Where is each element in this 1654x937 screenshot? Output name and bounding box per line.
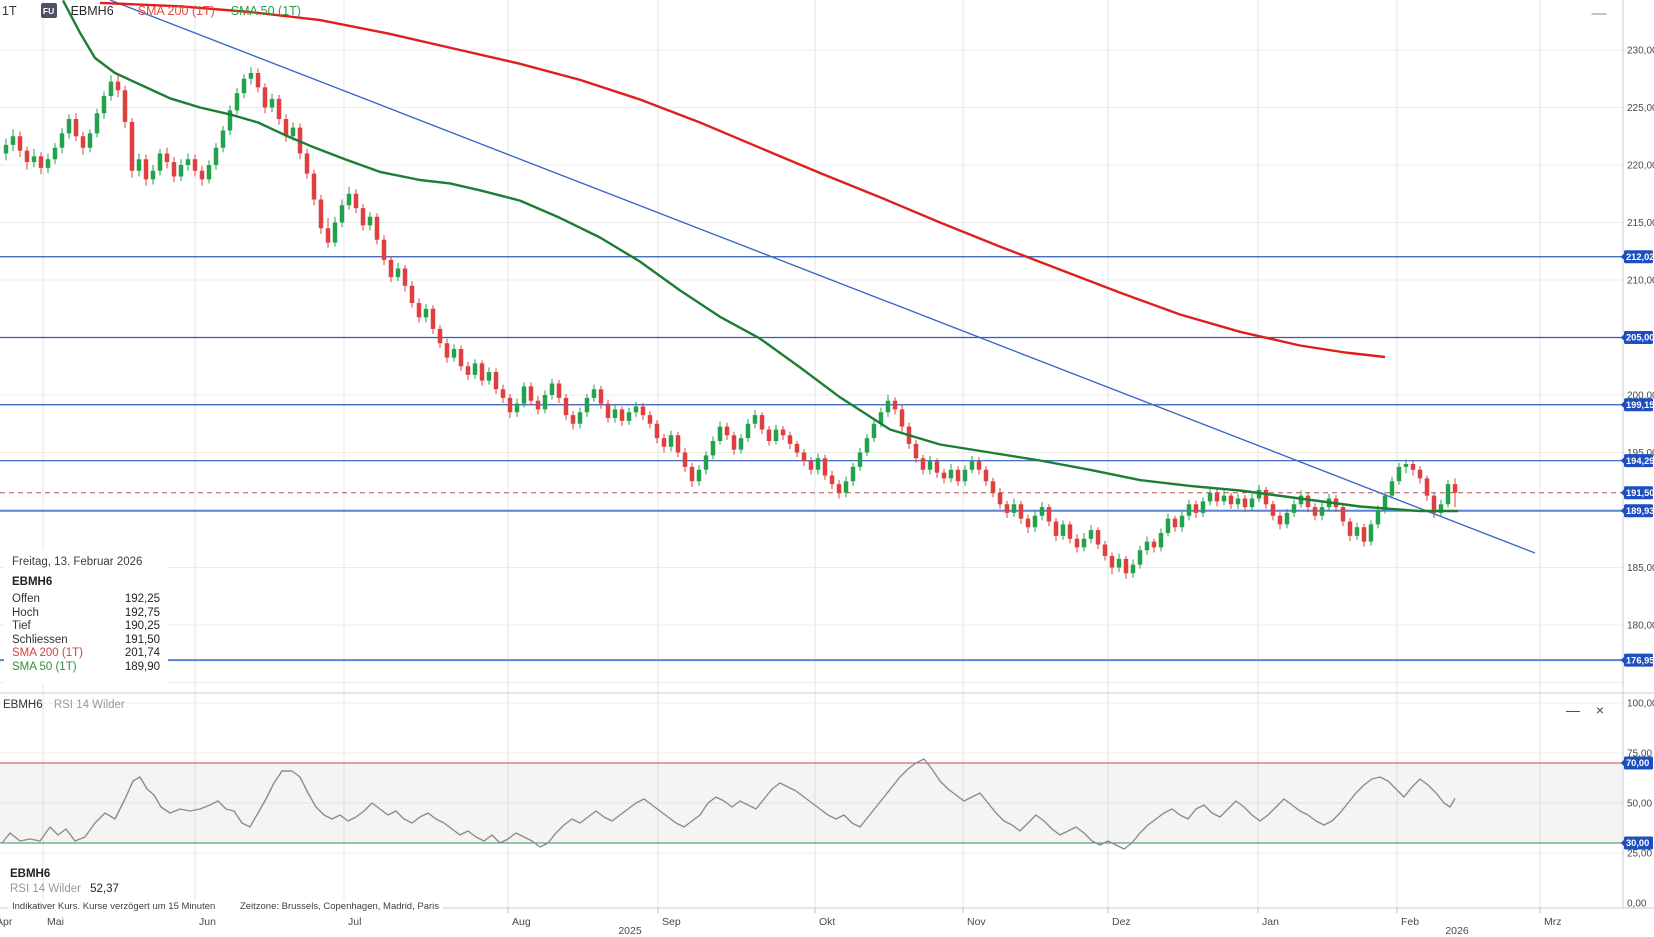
svg-text:75,00: 75,00	[1627, 749, 1652, 760]
month-label-Apr: Apr	[0, 916, 13, 928]
rsi-footer-value: 52,37	[90, 883, 119, 895]
rsi-footer-indicator: RSI 14 Wilder	[10, 883, 81, 895]
rsi-gridlines	[0, 702, 1623, 854]
delayed-quotes-note: Indikativer Kurs. Kurse verzögert um 15 …	[12, 901, 216, 912]
month-gridlines	[42, 0, 1541, 913]
level-label-199,15: 199,15	[1620, 398, 1654, 412]
price-axis[interactable]: 230,00 225,00 220,00 215,00 210,00 200,00 195,…	[1627, 46, 1654, 910]
tooltip-date: Freitag, 13. Februar 2026	[12, 556, 143, 568]
month-label-Mrz: Mrz	[1544, 916, 1562, 928]
svg-text:30,00: 30,00	[1626, 838, 1649, 848]
svg-text:200,00: 200,00	[1627, 391, 1654, 402]
rsi-panel-buttons: — ×	[1564, 701, 1609, 719]
svg-text:189,93: 189,93	[1626, 506, 1654, 516]
tooltip-row-sma-50-1t-: SMA 50 (1T) 189,90	[12, 660, 160, 673]
svg-text:176,95: 176,95	[1626, 655, 1654, 665]
svg-text:185,00: 185,00	[1627, 563, 1654, 574]
ohlc-tooltip: Freitag, 13. Februar 2026 EBMH6 Offen 192…	[4, 550, 168, 683]
month-label-Jul: Jul	[348, 916, 361, 928]
rsi-header-indicator[interactable]: RSI 14 Wilder	[53, 699, 125, 711]
month-label-Mai: Mai	[47, 916, 64, 928]
month-label-Jun: Jun	[199, 916, 216, 928]
current-price-label: 191,50	[1620, 486, 1654, 500]
level-label-212,02: 212,02	[1620, 250, 1654, 264]
tooltip-row-offen: Offen 192,25	[12, 593, 160, 605]
collapse-chart-button[interactable]: —	[1591, 5, 1607, 22]
svg-text:70,00: 70,00	[1626, 758, 1649, 768]
sma-200	[99, 1, 1386, 359]
level-label-205,00: 205,00	[1620, 331, 1654, 344]
rsi-header-symbol: EBMH6	[3, 699, 43, 711]
year-label-2026: 2026	[1445, 925, 1469, 937]
trendline	[109, 0, 1536, 554]
month-label-Feb: Feb	[1401, 916, 1419, 928]
sma-50-line[interactable]	[61, 0, 1458, 513]
tooltip-row-tief: Tief 190,25	[12, 620, 160, 633]
axis-label-boxes: 212,02 205,00 199,15 194,29 189,93 176,95 191,…	[1620, 250, 1654, 850]
symbol-label[interactable]: EBMH6	[70, 3, 114, 18]
svg-text:50,00: 50,00	[1627, 799, 1652, 810]
sma-200-line[interactable]	[99, 1, 1386, 359]
data-disclaimer: Indikativer Kurs. Kurse verzögert um 15 …	[8, 900, 444, 913]
svg-text:191,50: 191,50	[1626, 488, 1654, 498]
instrument-type-badge: FU	[40, 3, 57, 18]
level-label-176,95: 176,95	[1620, 653, 1654, 667]
descending-trendline[interactable]	[109, 0, 1536, 554]
tooltip-symbol: EBMH6	[12, 576, 53, 588]
svg-text:100,00: 100,00	[1627, 699, 1654, 710]
rsi-overbought-label: 70,00	[1620, 756, 1653, 770]
svg-text:25,00: 25,00	[1627, 849, 1652, 860]
rsi-line[interactable]	[1, 758, 1456, 850]
rsi-panel-header: EBMH6 RSI 14 Wilder	[3, 699, 125, 711]
rsi-footer: EBMH6 RSI 14 Wilder 52,37	[10, 868, 119, 895]
chart-legend: 1T FU EBMH6 SMA 200 (1T) SMA 50 (1T)	[2, 3, 301, 18]
svg-text:180,00: 180,00	[1627, 621, 1654, 632]
rsi-footer-symbol: EBMH6	[10, 868, 51, 880]
svg-text:220,00: 220,00	[1627, 161, 1654, 172]
tooltip-row-schliessen: Schliessen 191,50	[12, 633, 160, 646]
month-label-Okt: Okt	[819, 916, 835, 928]
svg-text:212,02: 212,02	[1626, 252, 1654, 262]
level-label-189,93: 189,93	[1620, 504, 1654, 518]
sma-50	[61, 0, 1458, 513]
sma200-legend-label[interactable]: SMA 200 (1T)	[137, 3, 215, 18]
rsi-oversold-label: 30,00	[1620, 836, 1653, 850]
year-label-2025: 2025	[618, 925, 642, 937]
svg-text:225,00: 225,00	[1627, 103, 1654, 114]
candlesticks[interactable]	[3, 67, 1458, 579]
month-label-Nov: Nov	[967, 916, 986, 928]
svg-text:195,00: 195,00	[1627, 448, 1654, 459]
month-label-Aug: Aug	[512, 916, 531, 928]
svg-text:205,00: 205,00	[1626, 333, 1654, 343]
close-rsi-button[interactable]: ×	[1595, 702, 1605, 718]
svg-text:199,15: 199,15	[1626, 400, 1654, 410]
month-label-Dez: Dez	[1112, 916, 1131, 928]
level-label-194,29: 194,29	[1620, 454, 1654, 468]
timezone-note: Zeitzone: Brussels, Copenhagen, Madrid, …	[239, 901, 440, 912]
price-gridlines	[0, 49, 1623, 683]
collapse-rsi-button[interactable]: —	[1566, 702, 1580, 718]
svg-text:0,00: 0,00	[1627, 899, 1647, 910]
sma50-legend-label[interactable]: SMA 50 (1T)	[230, 3, 301, 18]
month-label-Jan: Jan	[1262, 916, 1279, 928]
tooltip-row-sma-200-1t-: SMA 200 (1T) 201,74	[12, 647, 160, 660]
time-axis[interactable]: Apr Mai Jun Jul Aug Sep Okt Nov Dez Jan Feb Mrz 2025…	[0, 916, 1562, 937]
tooltip-row-hoch: Hoch 192,75	[12, 606, 160, 619]
rsi-plot	[0, 758, 1623, 850]
svg-text:194,29: 194,29	[1626, 456, 1654, 466]
svg-text:215,00: 215,00	[1627, 218, 1654, 229]
timeframe-label[interactable]: 1T	[2, 3, 17, 18]
svg-text:230,00: 230,00	[1627, 46, 1654, 57]
month-label-Sep: Sep	[662, 916, 681, 928]
svg-text:210,00: 210,00	[1627, 276, 1654, 287]
